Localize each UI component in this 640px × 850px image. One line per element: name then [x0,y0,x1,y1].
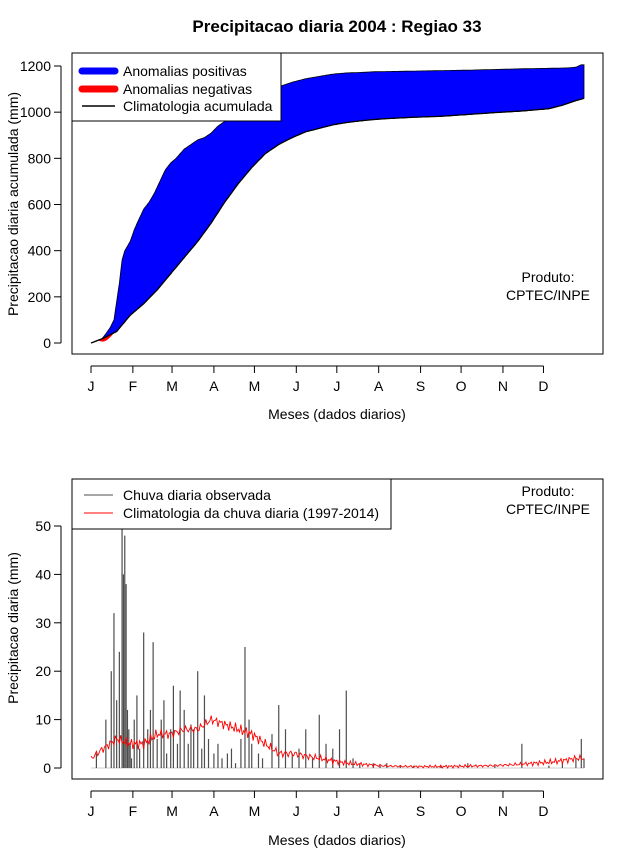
bottom-x-tick-label: N [498,803,508,819]
top-y-tick-label: 1200 [20,58,51,74]
bottom-produto-source: CPTEC/INPE [506,501,590,517]
bottom-x-tick-label: M [166,803,178,819]
bottom-y-tick-label: 10 [35,712,51,728]
legend-positive-label: Anomalias positivas [123,63,247,79]
bottom-x-tick-label: J [88,803,95,819]
bottom-x-tick-label: A [374,803,384,819]
top-plot-frame [71,52,604,355]
top-x-tick-label: J [293,378,300,394]
bottom-x-axis-label: Meses (dados diarios) [268,832,406,848]
top-legend: Anomalias positivas Anomalias negativas … [71,52,282,122]
bottom-y-tick-label: 20 [35,663,51,679]
legend-observed-label: Chuva diaria observada [123,487,271,503]
top-chart: J F M A M J J A S O N D 0 200 400 600 800 1000 1200 Meses … [5,52,604,422]
top-y-axis-label: Precipitacao diaria acumulada (mm) [5,92,21,316]
bottom-axes: J F M A M J J A S O N D 0 10 20 30 40 50 [35,518,548,819]
bottom-x-tick-label: A [209,803,219,819]
bottom-y-tick-label: 0 [43,760,51,776]
top-y-tick-label: 800 [28,150,52,166]
top-axes: J F M A M J J A S O N D 0 200 400 600 800 1000 1200 [20,58,549,394]
bottom-x-tick-label: D [538,803,548,819]
top-x-tick-label: J [88,378,95,394]
top-x-tick-label: M [249,378,261,394]
top-x-tick-label: A [374,378,384,394]
bottom-x-tick-label: F [129,803,138,819]
bottom-y-tick-label: 30 [35,615,51,631]
top-y-tick-label: 600 [28,197,52,213]
bottom-y-tick-label: 50 [35,518,51,534]
top-x-tick-label: N [498,378,508,394]
climatology-daily-line [90,715,585,769]
top-x-tick-label: M [166,378,178,394]
bottom-x-tick-label: M [249,803,261,819]
bottom-x-tick-label: J [293,803,300,819]
top-produto-source: CPTEC/INPE [506,287,590,303]
bottom-x-tick-label: S [416,803,425,819]
bottom-legend-box [71,478,392,530]
top-x-axis-label: Meses (dados diarios) [268,406,406,422]
top-x-tick-label: S [416,378,425,394]
top-y-tick-label: 200 [28,289,52,305]
legend-negative-label: Anomalias negativas [123,81,252,97]
top-x-tick-label: A [209,378,219,394]
climatology-accumulated-line [90,97,585,344]
top-y-tick-label: 1000 [20,104,51,120]
bottom-x-tick-label: J [333,803,340,819]
top-x-tick-label: D [538,378,548,394]
bottom-plot-area [90,526,585,769]
bottom-y-axis-label: Precipitacao diaria (mm) [5,552,21,704]
top-x-tick-label: O [456,378,467,394]
top-produto-label: Produto: [522,269,575,285]
bottom-y-tick-label: 40 [35,566,51,582]
legend-climatology-label: Climatologia acumulada [123,98,273,114]
top-x-tick-label: F [129,378,138,394]
bottom-x-tick-label: O [456,803,467,819]
bottom-produto-label: Produto: [522,483,575,499]
bottom-chart: J F M A M J J A S O N D 0 10 20 30 40 50 Meses (dados dia… [5,478,604,848]
legend-clim-daily-label: Climatologia da chuva diaria (1997-2014) [123,505,379,521]
top-y-tick-label: 0 [43,335,51,351]
top-x-tick-label: J [333,378,340,394]
bottom-legend: Chuva diaria observada Climatologia da c… [71,478,392,530]
page-title: Precipitacao diaria 2004 : Regiao 33 [192,17,481,36]
top-y-tick-label: 400 [28,243,52,259]
